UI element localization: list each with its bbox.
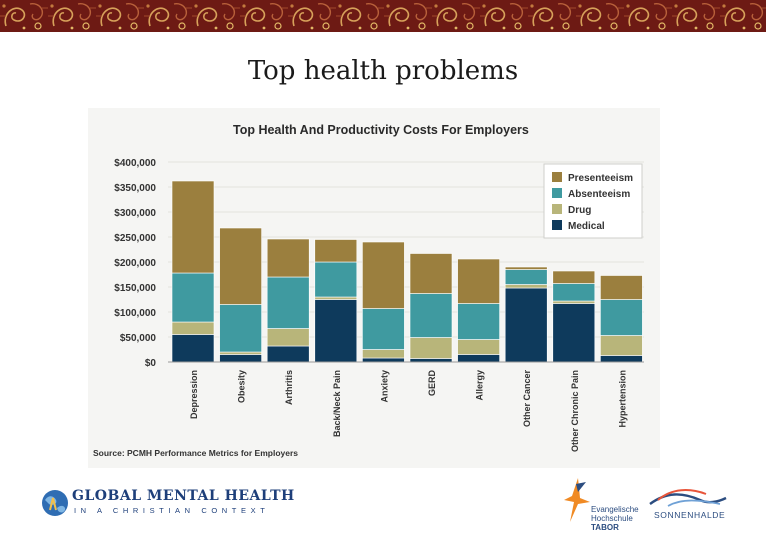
bar-segment-presenteeism [314, 239, 358, 263]
x-tick-label: Allergy [475, 370, 485, 401]
bar-segment-absenteeism [457, 303, 500, 340]
bar-segment-presenteeism [171, 180, 215, 274]
decorative-banner [0, 0, 766, 32]
bar-segment-absenteeism [314, 261, 358, 298]
tabor-logo: Evangelische Hochschule TABOR [560, 474, 640, 534]
paisley-pattern [0, 0, 766, 32]
bar-segment-medical [600, 355, 643, 363]
y-tick-label: $100,000 [114, 308, 156, 319]
y-tick-label: $150,000 [114, 283, 156, 294]
stacked-bar-chart: Top Health And Productivity Costs For Em… [114, 123, 644, 452]
bar-segment-drug [600, 335, 643, 356]
y-tick-label: $200,000 [114, 258, 156, 269]
bar-segment-medical [457, 354, 500, 363]
bar-segment-absenteeism [552, 283, 596, 302]
x-tick-label: Depression [189, 370, 199, 419]
x-tick-label: Arthritis [284, 370, 294, 405]
legend-swatch-drug [552, 204, 562, 214]
y-tick-label: $50,000 [120, 333, 157, 344]
x-tick-label: Other Chronic Pain [570, 370, 580, 452]
bar-segment-absenteeism [171, 272, 215, 323]
bar-segment-medical [171, 334, 215, 363]
chart-source: Source: PCMH Performance Metrics for Emp… [93, 448, 299, 458]
logo-subtitle: IN A CHRISTIAN CONTEXT [74, 506, 270, 515]
bar-segment-absenteeism [266, 276, 310, 329]
bar-segment-drug [457, 339, 500, 355]
bar-segment-absenteeism [504, 269, 548, 285]
bar-segment-drug [409, 337, 453, 359]
legend-label: Absenteeism [568, 189, 630, 200]
bar-segment-presenteeism [362, 241, 405, 309]
bar-segment-drug [362, 349, 405, 359]
legend-label: Presenteeism [568, 173, 633, 184]
bar-segment-drug [266, 328, 310, 347]
tabor-line-3: TABOR [591, 523, 619, 532]
x-tick-label: Back/Neck Pain [332, 370, 342, 437]
x-tick-label: GERD [427, 370, 437, 397]
y-tick-label: $0 [145, 358, 157, 369]
bar-segment-absenteeism [219, 304, 262, 353]
logo-title: GLOBAL MENTAL HEALTH [72, 488, 295, 504]
bar-segment-presenteeism [219, 227, 262, 305]
bar-segment-drug [552, 300, 596, 304]
x-tick-label: Anxiety [379, 370, 389, 403]
bar-segment-medical [409, 358, 453, 363]
bar-segment-medical [504, 287, 548, 363]
legend-swatch-presenteeism [552, 172, 562, 182]
bar-segment-presenteeism [457, 258, 500, 304]
bar-segment-medical [219, 354, 262, 363]
bar-segment-medical [552, 303, 596, 363]
bar-segment-absenteeism [409, 293, 453, 338]
sonnenhalde-wave-icon [649, 489, 727, 507]
bar-segment-absenteeism [600, 299, 643, 336]
globe-icon [42, 490, 68, 516]
bar-segment-presenteeism [552, 270, 596, 284]
global-mental-health-logo: GLOBAL MENTAL HEALTH IN A CHRISTIAN CONT… [40, 484, 294, 524]
chart-title: Top Health And Productivity Costs For Em… [233, 123, 529, 137]
legend-label: Medical [568, 221, 605, 232]
x-tick-label: Hypertension [617, 370, 627, 428]
bar-segment-absenteeism [362, 308, 405, 350]
sonnenhalde-logo: SONNENHALDE [648, 486, 728, 526]
x-tick-label: Obesity [237, 370, 247, 403]
bar-segment-medical [314, 299, 358, 363]
legend-label: Drug [568, 205, 591, 216]
bar-segment-drug [504, 284, 548, 289]
bar-segment-presenteeism [504, 266, 548, 270]
tabor-line-1: Evangelische [591, 505, 639, 514]
chart-panel: Top Health And Productivity Costs For Em… [88, 108, 660, 468]
bar-segment-drug [171, 321, 215, 335]
bar-segment-medical [362, 357, 405, 363]
bar-segment-presenteeism [409, 253, 453, 294]
tabor-line-2: Hochschule [591, 514, 633, 523]
bar-segment-drug [314, 296, 358, 300]
bar-segment-medical [266, 345, 310, 363]
slide-title: Top health problems [247, 56, 519, 86]
legend-swatch-medical [552, 220, 562, 230]
y-tick-label: $250,000 [114, 233, 156, 244]
legend-swatch-absenteeism [552, 188, 562, 198]
bar-segment-presenteeism [600, 275, 643, 300]
y-tick-label: $300,000 [114, 208, 156, 219]
sonnenhalde-text: SONNENHALDE [654, 510, 726, 520]
x-tick-label: Other Cancer [522, 370, 532, 428]
tabor-flame-icon [564, 478, 590, 522]
bar-segment-drug [219, 351, 262, 355]
bar-segment-presenteeism [266, 238, 310, 278]
y-tick-label: $400,000 [114, 158, 156, 169]
y-tick-label: $350,000 [114, 183, 156, 194]
